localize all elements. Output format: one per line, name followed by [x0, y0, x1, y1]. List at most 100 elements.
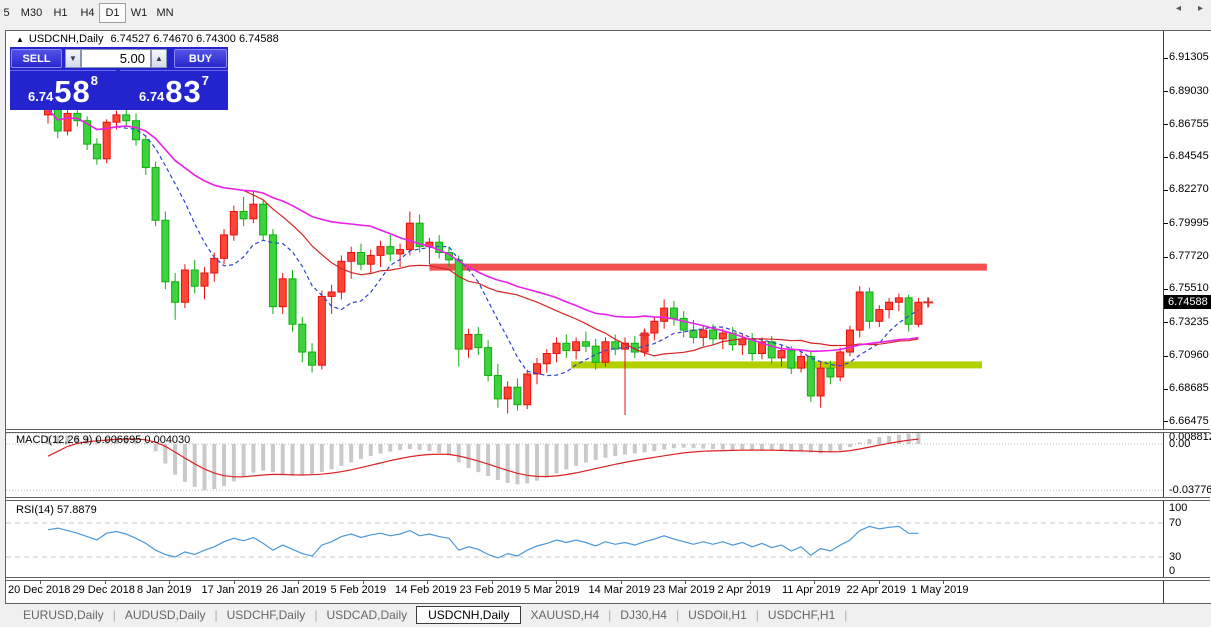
date-axis-label: 26 Jan 2019 — [266, 584, 327, 596]
candle — [92, 143, 101, 160]
date-axis-label: 14 Feb 2019 — [395, 584, 457, 596]
macd-bar — [202, 444, 207, 491]
candle — [405, 222, 414, 251]
tab-usdcnh-daily[interactable]: USDCNH,Daily — [416, 605, 522, 624]
price-axis-label: 6.66475 — [1169, 414, 1209, 427]
candle — [679, 317, 688, 331]
timeframe-button-h4[interactable]: H4 — [80, 7, 95, 19]
macd-bar — [564, 444, 569, 470]
macd-bar — [437, 444, 442, 453]
macd-axis-label: -0.037765 — [1169, 483, 1211, 496]
candle — [552, 342, 561, 355]
tab-eurusd-daily[interactable]: EURUSD,Daily — [23, 607, 104, 622]
sell-button[interactable]: SELL — [11, 49, 62, 68]
tab-usdoil-h1[interactable]: USDOil,H1 — [688, 607, 747, 622]
tab-dj30-h4[interactable]: DJ30,H4 — [620, 607, 667, 622]
candle — [396, 249, 405, 255]
tab-usdcad-daily[interactable]: USDCAD,Daily — [326, 607, 408, 622]
candle — [542, 353, 551, 365]
date-axis-tick — [298, 581, 299, 584]
timeframe-button-d1[interactable]: D1 — [99, 3, 126, 23]
macd-bar — [789, 444, 794, 452]
candle — [83, 120, 92, 145]
candle — [63, 112, 72, 132]
macd-bar — [544, 444, 549, 478]
candle — [611, 341, 620, 350]
macd-bar — [85, 436, 90, 444]
candle — [523, 373, 532, 406]
tab-audusd-daily[interactable]: AUDUSD,Daily — [124, 607, 206, 622]
tab-usdchf-h1[interactable]: USDCHF,H1 — [767, 607, 836, 622]
candle — [845, 329, 854, 353]
candle — [699, 329, 708, 338]
volume-increase-button[interactable]: ▲ — [151, 49, 167, 68]
macd-bar — [55, 435, 60, 444]
macd-bar — [535, 444, 539, 481]
chart-collapse-icon[interactable]: ▲ — [16, 35, 24, 44]
macd-bar — [662, 444, 667, 450]
candle — [161, 219, 170, 283]
macd-bar — [153, 444, 158, 452]
price-axis-tick — [1164, 189, 1168, 191]
tab-usdchf-daily[interactable]: USDCHF,Daily — [226, 607, 306, 622]
rsi-axis-label: 70 — [1169, 516, 1182, 529]
candle — [474, 333, 483, 349]
macd-bar — [583, 444, 588, 463]
macd-bar — [623, 444, 628, 455]
candle — [356, 251, 365, 265]
chart-window — [5, 30, 1211, 604]
timeframe-button-h1[interactable]: H1 — [53, 7, 68, 19]
macd-axis-label: 0.00 — [1169, 437, 1191, 450]
macd-bar — [554, 444, 559, 474]
timeframe-button-w1[interactable]: W1 — [130, 7, 148, 19]
price-axis-tick — [1164, 124, 1168, 126]
timeframe-button-m30[interactable]: M30 — [20, 7, 43, 19]
tab-scroll-left-icon[interactable]: ◂ — [1176, 3, 1182, 14]
timeframe-button-mn[interactable]: MN — [156, 7, 174, 19]
macd-bar — [75, 435, 80, 444]
tab-separator: | — [214, 607, 218, 622]
candle — [718, 332, 727, 340]
macd-bar — [730, 444, 735, 450]
candle — [806, 355, 815, 397]
date-axis-label: 23 Feb 2019 — [459, 584, 522, 596]
macd-bar — [173, 444, 178, 475]
rsi-axis-label: 100 — [1169, 501, 1188, 514]
price-axis-line — [1163, 31, 1164, 603]
candle — [317, 295, 326, 366]
buy-button[interactable]: BUY — [174, 49, 227, 68]
macd-bar — [681, 444, 686, 448]
candle — [415, 222, 424, 248]
macd-bar — [887, 435, 892, 444]
candle — [601, 341, 610, 363]
price-axis-label: 6.68685 — [1169, 382, 1209, 395]
tab-scroll-right-icon[interactable]: ▸ — [1198, 3, 1204, 14]
date-axis-label: 2 Apr 2019 — [717, 584, 771, 596]
macd-bar — [241, 444, 246, 477]
volume-decrease-button[interactable]: ▼ — [65, 49, 81, 68]
macd-bar — [417, 444, 422, 450]
macd-bar — [857, 442, 862, 444]
candle — [865, 291, 874, 322]
price-axis-tick — [1164, 223, 1168, 225]
timeframe-toolbar: 5 M30 H1 H4 D1 W1 MN — [0, 0, 1211, 26]
bid-price[interactable]: 6.74 58 8 — [10, 70, 116, 110]
tab-xauusd-h4[interactable]: XAUUSD,H4 — [530, 607, 600, 622]
candle — [386, 246, 395, 255]
timeframe-button-5[interactable]: 5 — [3, 7, 10, 19]
moving-average-21 — [47, 108, 919, 357]
candle — [709, 329, 718, 340]
macd-axis-label: 0.008812 — [1169, 431, 1211, 443]
volume-input[interactable] — [81, 49, 151, 68]
macd-bar — [642, 444, 647, 453]
date-axis-label: 8 Jan 2019 — [137, 584, 192, 596]
candle — [464, 333, 473, 350]
date-axis-tick — [878, 581, 880, 584]
macd-canvas — [6, 433, 1163, 491]
macd-bar — [368, 444, 373, 456]
macd-splitter[interactable] — [6, 429, 1210, 433]
rsi-canvas — [6, 522, 1163, 559]
ask-price[interactable]: 6.74 83 7 — [120, 70, 228, 110]
rsi-splitter[interactable] — [6, 497, 1210, 501]
price-axis-tick — [1164, 256, 1168, 258]
